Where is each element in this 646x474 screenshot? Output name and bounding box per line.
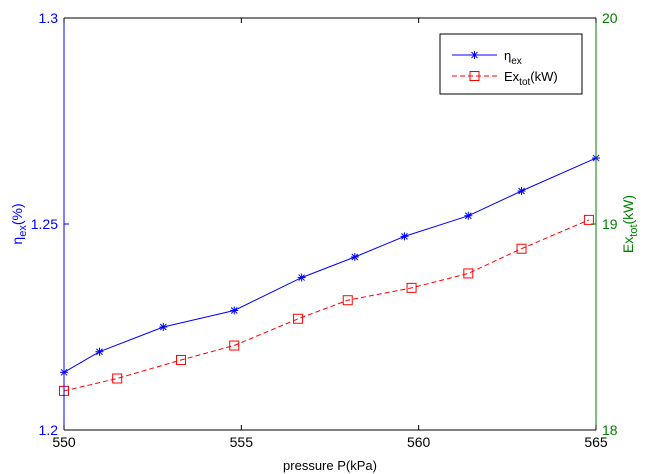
series-line-1 <box>63 157 597 373</box>
plot-lines <box>59 154 600 396</box>
series-1-point-9-d2 <box>518 187 525 195</box>
series-1-point-3-d2 <box>159 323 167 331</box>
right-y-axis: 18 19 20 <box>591 10 618 438</box>
legend-label-total-exergy-symbol: Ex <box>504 69 520 84</box>
left-y-axis-label-unit: (%) <box>9 203 25 225</box>
left-tick-label-1: 1.2 <box>39 422 59 438</box>
legend-label-efficiency-subscript: ex <box>511 56 522 67</box>
legend-label-efficiency: ηex <box>504 48 522 67</box>
right-tick-label-3: 20 <box>602 10 618 26</box>
x-tick-label-1: 550 <box>52 434 76 450</box>
series-2-point-10-square <box>583 214 594 225</box>
right-y-axis-label-subscript: tot <box>628 224 640 236</box>
series-1-point-6-d2 <box>351 253 359 261</box>
x-tick-label-4: 565 <box>584 434 608 450</box>
right-y-axis-label: Extot(kW) <box>620 195 640 253</box>
series-2-point-6 <box>342 295 353 306</box>
right-y-axis-label-symbol: Ex <box>620 237 636 253</box>
legend-label-total-exergy-subscript: tot <box>519 77 530 88</box>
series-1-point-2-d2 <box>96 348 103 356</box>
series-2-point-4-square <box>229 340 240 351</box>
series-2-point-8-square <box>463 268 474 279</box>
series-2-point-2 <box>112 373 123 384</box>
series-line-2 <box>63 219 590 392</box>
left-y-axis-label-subscript: ex <box>17 225 29 237</box>
x-tick-label-2: 555 <box>230 434 254 450</box>
series-2-point-9-square <box>516 243 527 254</box>
right-y-axis-label-unit: (kW) <box>620 195 636 225</box>
series-2-point-7-square <box>406 282 417 293</box>
series-1-point-6 <box>350 252 359 261</box>
series-2-point-4 <box>229 340 240 351</box>
series-1-point-4-d2 <box>230 307 238 314</box>
series-2-point-5-square <box>293 313 304 324</box>
legend-box <box>439 33 583 95</box>
series-1-point-5 <box>297 273 306 282</box>
left-y-axis: 1.2 1.25 1.3 <box>31 10 69 438</box>
series-1-point-2 <box>95 347 104 356</box>
x-tick-label-3: 560 <box>407 434 431 450</box>
series-2-point-8 <box>463 268 474 279</box>
left-tick-label-2: 1.25 <box>31 216 58 232</box>
series-2-point-9 <box>516 243 527 254</box>
series-1-point-5-d2 <box>298 274 305 281</box>
legend-marker-2-square <box>469 71 480 81</box>
legend-marker-1-d2 <box>471 51 478 59</box>
right-tick-label-2: 19 <box>602 216 618 232</box>
left-y-axis-label-symbol: η <box>9 237 25 245</box>
legend-swatch-total-exergy <box>452 71 497 81</box>
legend-marker-2 <box>469 71 480 81</box>
series-1-point-7 <box>400 232 409 241</box>
x-axis-label: pressure P(kPa) <box>283 458 377 473</box>
series-1-point-4 <box>230 306 239 315</box>
left-tick-label-3: 1.3 <box>39 10 59 26</box>
legend: ηex Extot(kW) <box>439 33 583 95</box>
legend-swatch-efficiency <box>452 51 497 59</box>
series-1-point-8-d2 <box>464 212 472 220</box>
series-1-point-9 <box>517 187 526 196</box>
legend-label-total-exergy-unit: (kW) <box>530 69 557 84</box>
series-2-point-5 <box>293 313 304 324</box>
series-2-point-6-square <box>342 295 353 306</box>
series-2-point-3 <box>176 354 187 365</box>
series-2-point-2-square <box>112 373 123 384</box>
series-2-point-7 <box>406 282 417 293</box>
legend-label-efficiency-symbol: η <box>504 48 511 63</box>
series-2-point-10 <box>583 214 594 225</box>
series-1-point-7-d2 <box>401 233 408 240</box>
x-axis: 550 555 560 565 <box>52 17 608 450</box>
left-y-axis-label: ηex(%) <box>9 203 29 244</box>
legend-label-total-exergy: Extot(kW) <box>504 69 558 88</box>
legend-marker-1 <box>470 51 479 59</box>
right-tick-label-1: 18 <box>602 422 618 438</box>
series-2-point-3-square <box>176 354 187 365</box>
series-1-point-8 <box>464 211 473 220</box>
series-1-point-3 <box>159 323 168 331</box>
